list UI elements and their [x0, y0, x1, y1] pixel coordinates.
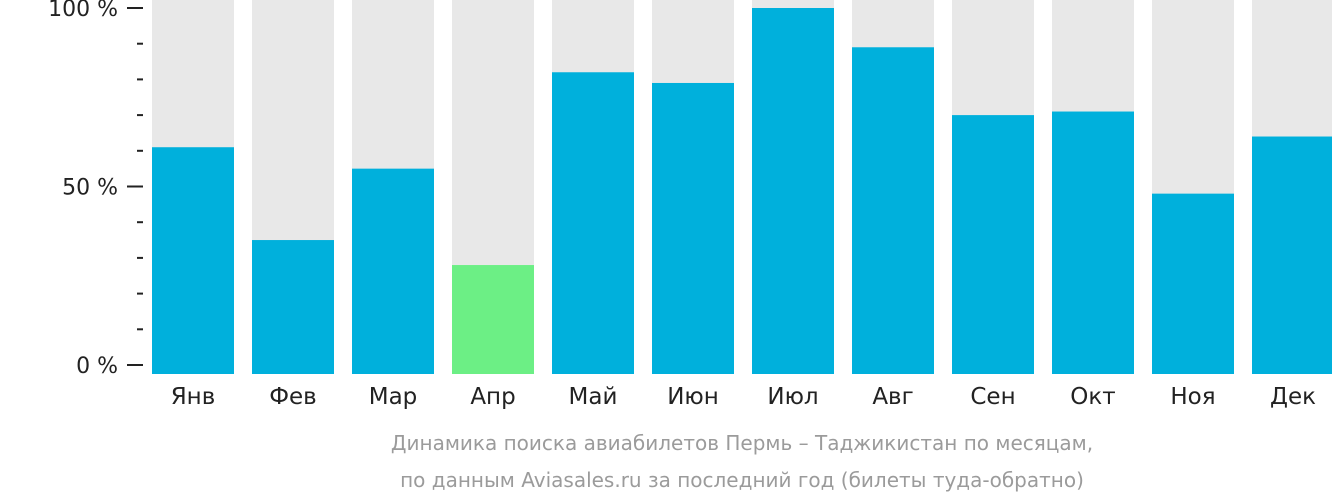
- chart-caption-line-2: по данным Aviasales.ru за последний год …: [400, 468, 1084, 492]
- x-tick-label-9: Окт: [1070, 384, 1115, 410]
- x-tick-label-4: Май: [569, 384, 618, 410]
- y-tick-label-1: 50 %: [62, 176, 118, 201]
- x-tick-label-10: Ноя: [1170, 384, 1215, 410]
- y-tick-label-2: 100 %: [48, 0, 118, 22]
- bar-9: [1052, 111, 1134, 374]
- bar-chart: Янв Фев Мар Апр Май Июн Июл Авг Сен Окт Ноя Дек 0 % 5…: [48, 0, 1332, 410]
- x-tick-label-3: Апр: [470, 384, 515, 410]
- chart-caption-line-1: Динамика поиска авиабилетов Пермь – Тадж…: [390, 431, 1094, 455]
- x-tick-label-6: Июл: [767, 384, 818, 410]
- bar-10: [1152, 193, 1234, 374]
- x-tick-label-0: Янв: [171, 384, 216, 410]
- y-tick-label-0: 0 %: [76, 354, 118, 379]
- bar-3: [452, 265, 534, 374]
- x-tick-label-2: Мар: [369, 384, 418, 410]
- x-tick-label-7: Авг: [872, 384, 913, 410]
- bar-0: [152, 147, 234, 374]
- bar-2: [352, 168, 434, 374]
- x-tick-label-5: Июн: [667, 384, 719, 410]
- bar-7: [852, 47, 934, 375]
- x-tick-label-11: Дек: [1270, 384, 1316, 410]
- x-tick-label-8: Сен: [970, 384, 1015, 410]
- bar-4: [552, 72, 634, 374]
- x-tick-label-1: Фев: [269, 384, 317, 410]
- bar-1: [252, 240, 334, 374]
- bar-5: [652, 82, 734, 374]
- bar-11: [1252, 136, 1332, 374]
- bar-8: [952, 115, 1034, 374]
- bar-6: [752, 8, 834, 374]
